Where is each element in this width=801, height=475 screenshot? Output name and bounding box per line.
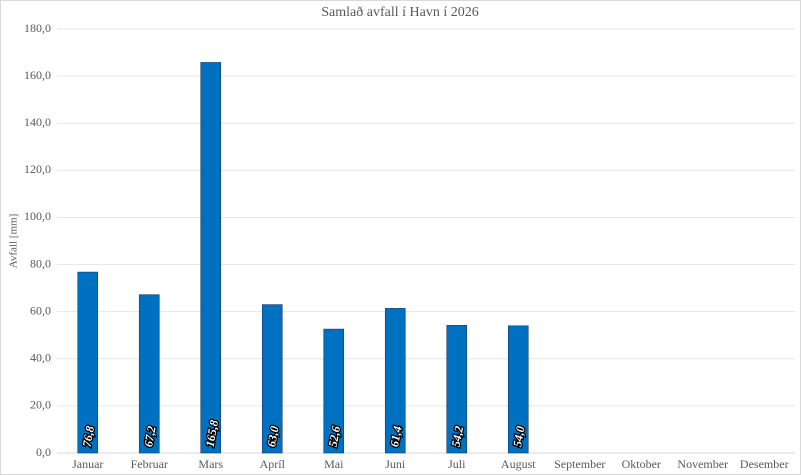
x-tick-label: Apríl [260,457,286,471]
y-axis-label: Avfall [mm] [8,214,20,268]
x-tick-label: Mars [198,457,223,471]
y-tick-label: 120,0 [24,162,51,176]
data-label: 54,0 [510,425,527,448]
y-tick-label: 40,0 [30,351,51,365]
bar [77,271,99,454]
bar [323,328,345,454]
x-tick-label: August [501,457,536,471]
bar [446,325,468,454]
bar [261,304,283,454]
data-label: 165,8 [203,419,221,448]
data-label: 76,8 [80,425,97,448]
y-tick-label: 60,0 [30,303,51,317]
data-label: 63,0 [264,425,281,448]
y-tick-label: 100,0 [24,209,51,223]
y-tick-label: 140,0 [24,115,51,129]
x-tick-label: Mai [324,457,344,471]
bar [138,294,160,454]
data-label: 54,2 [449,425,466,448]
bar [384,308,406,454]
data-label: 67,2 [141,425,158,448]
data-label: 52,6 [326,425,343,448]
x-tick-label: Januar [72,457,103,471]
x-tick-label: Februar [131,457,168,471]
bar [507,325,529,454]
y-tick-label: 0,0 [36,445,51,459]
x-tick-label: Desember [740,457,789,471]
y-tick-label: 80,0 [30,256,51,270]
bar [200,62,222,454]
y-tick-label: 160,0 [24,68,51,82]
x-tick-label: September [554,457,605,471]
x-tick-label: November [677,457,728,471]
x-tick-label: Juli [448,457,466,471]
x-tick-label: Juni [385,457,406,471]
chart-title: Samlað avfall í Havn í 2026 [321,5,478,20]
x-tick-label: Oktober [622,457,661,471]
y-tick-label: 180,0 [24,21,51,35]
y-tick-label: 20,0 [30,398,51,412]
data-label: 61,4 [387,425,404,448]
